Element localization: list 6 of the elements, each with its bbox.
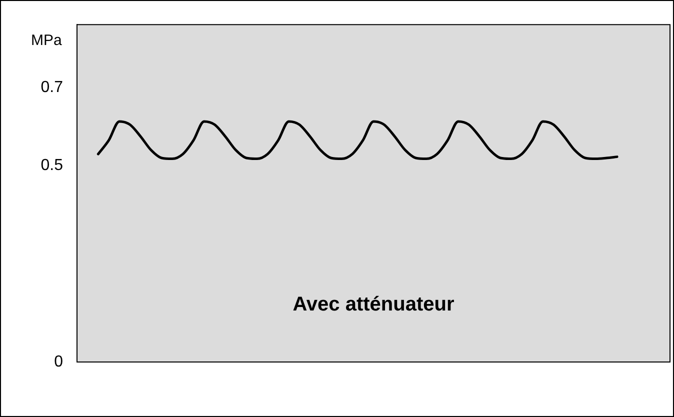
annotation: Avec atténuateur — [292, 294, 454, 316]
y-tick-label: 0.7 — [40, 78, 64, 96]
y-tick-label: 0 — [54, 353, 64, 370]
y-tick-label: 0.5 — [40, 157, 64, 174]
y-axis-title: MPa — [31, 32, 62, 50]
line-series — [96, 120, 618, 160]
